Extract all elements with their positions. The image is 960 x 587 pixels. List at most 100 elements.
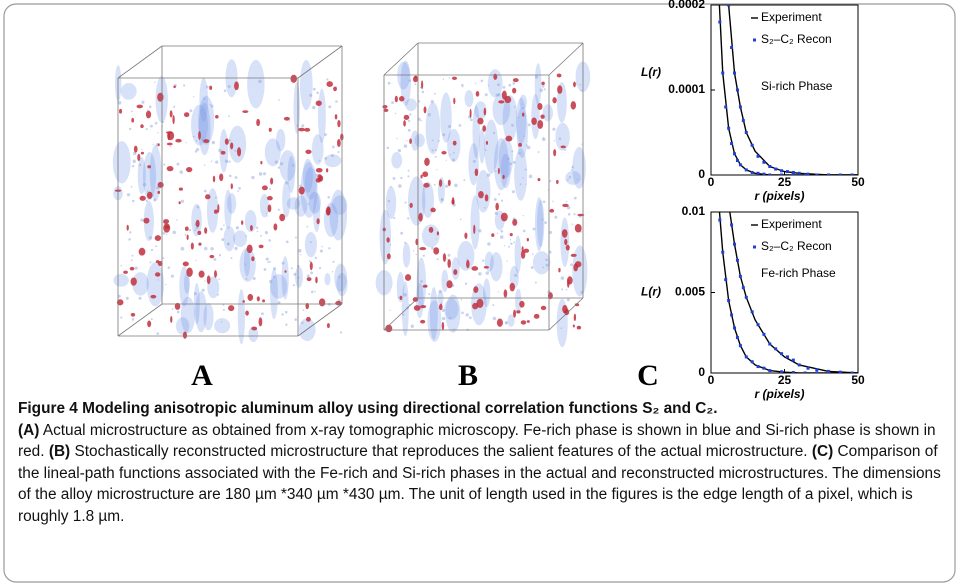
speck <box>204 164 206 166</box>
speck <box>513 242 515 244</box>
si-phase <box>448 180 451 186</box>
si-phase <box>134 146 138 153</box>
si-phase <box>205 194 210 199</box>
speck <box>219 254 221 256</box>
dot <box>762 161 765 164</box>
si-phase <box>564 239 567 245</box>
speck <box>155 122 158 125</box>
speck <box>522 177 523 178</box>
speck <box>520 183 522 185</box>
si-phase <box>409 138 412 144</box>
speck <box>461 84 464 87</box>
speck <box>521 103 523 105</box>
panel-label: B <box>458 359 478 392</box>
si-phase <box>573 324 575 327</box>
speck <box>319 267 321 269</box>
speck <box>266 215 268 217</box>
dot <box>757 365 760 368</box>
si-phase <box>213 176 215 183</box>
si-phase <box>230 142 233 149</box>
speck <box>278 99 280 101</box>
dot <box>839 174 842 177</box>
fe-phase <box>444 299 459 320</box>
dot <box>739 275 742 278</box>
si-phase <box>400 296 403 300</box>
fe-phase <box>457 241 474 271</box>
speck <box>511 124 514 127</box>
si-phase <box>241 220 243 225</box>
speck <box>501 200 503 202</box>
si-phase <box>541 82 544 86</box>
dot <box>739 106 742 109</box>
speck <box>441 302 443 304</box>
speck <box>147 109 148 110</box>
speck <box>244 263 246 265</box>
speck <box>131 259 133 261</box>
speck <box>514 274 517 277</box>
fe-phase <box>305 232 317 257</box>
speck <box>132 200 135 203</box>
speck <box>234 247 237 250</box>
dot <box>724 278 727 281</box>
si-phase <box>245 311 249 316</box>
dot <box>792 359 795 362</box>
si-phase <box>251 256 254 261</box>
fe-phase <box>176 317 189 334</box>
x-tick-label: 25 <box>778 175 792 189</box>
speck <box>141 149 142 150</box>
si-phase <box>414 305 421 311</box>
speck <box>523 230 526 233</box>
speck <box>542 267 544 269</box>
speck <box>438 140 440 142</box>
si-phase <box>446 280 452 288</box>
render-b <box>376 43 591 347</box>
si-phase <box>267 196 273 200</box>
si-phase <box>155 272 161 276</box>
si-phase <box>130 267 135 271</box>
si-phase <box>316 100 322 106</box>
si-phase <box>262 299 265 302</box>
speck <box>163 232 166 235</box>
si-phase <box>316 168 323 173</box>
speck <box>278 209 280 211</box>
speck <box>498 193 500 195</box>
speck <box>267 261 269 263</box>
speck <box>295 237 297 239</box>
fe-phase <box>227 193 236 214</box>
speck <box>213 258 216 261</box>
fe-phase <box>239 248 255 282</box>
si-phase <box>562 204 569 207</box>
si-phase <box>158 143 160 146</box>
speck <box>281 313 283 315</box>
si-phase <box>203 139 209 143</box>
speck <box>525 184 526 185</box>
si-phase <box>405 274 411 281</box>
legend-label: Experiment <box>761 10 822 24</box>
dot <box>827 174 830 177</box>
speck <box>461 299 462 300</box>
dot <box>742 119 745 122</box>
si-phase <box>470 109 472 118</box>
caption: Figure 4 Modeling anisotropic aluminum a… <box>18 398 946 527</box>
speck <box>572 166 574 168</box>
speck <box>510 239 511 240</box>
speck <box>528 123 531 126</box>
speck <box>567 179 569 181</box>
speck <box>442 309 445 312</box>
si-phase <box>273 223 277 230</box>
speck <box>177 311 180 314</box>
speck <box>492 304 494 306</box>
speck <box>269 261 271 263</box>
speck <box>533 228 536 231</box>
speck <box>231 257 233 259</box>
speck <box>504 245 505 246</box>
speck <box>321 246 323 248</box>
speck <box>500 230 503 233</box>
dot <box>780 352 783 355</box>
si-phase <box>184 112 189 117</box>
speck <box>238 187 241 190</box>
speck <box>393 177 396 180</box>
si-phase <box>214 210 218 214</box>
speck <box>273 267 276 270</box>
speck <box>577 179 579 181</box>
